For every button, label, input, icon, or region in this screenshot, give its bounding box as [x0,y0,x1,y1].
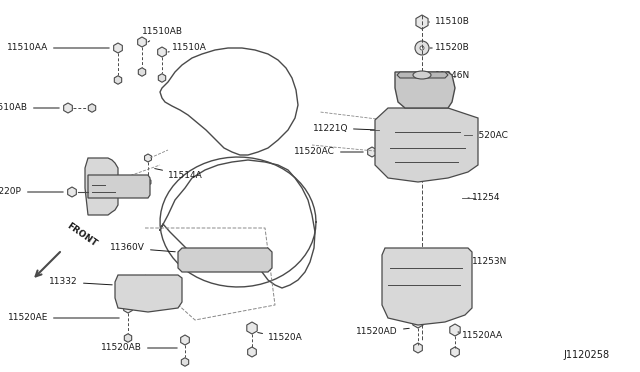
Polygon shape [382,248,472,325]
Polygon shape [86,188,93,196]
Polygon shape [413,343,422,353]
Text: 11520AE: 11520AE [8,314,119,323]
Text: FRONT: FRONT [65,221,99,248]
Polygon shape [181,358,189,366]
Text: 11220P: 11220P [0,187,63,196]
Polygon shape [138,37,147,47]
Text: 11332: 11332 [49,278,112,286]
Polygon shape [247,322,257,334]
Polygon shape [451,347,460,357]
Polygon shape [395,72,455,108]
Text: 11510AB: 11510AB [142,28,183,42]
Polygon shape [450,324,460,336]
Text: 11221Q: 11221Q [312,124,376,132]
Polygon shape [413,316,423,328]
Text: 11510AB: 11510AB [0,103,60,112]
Text: 11514A: 11514A [155,169,203,180]
Polygon shape [157,47,166,57]
Polygon shape [158,74,166,82]
Polygon shape [178,248,272,272]
Polygon shape [367,147,376,157]
Ellipse shape [413,71,431,79]
Polygon shape [145,154,152,162]
Polygon shape [85,158,118,215]
Text: 11360V: 11360V [110,244,175,253]
Polygon shape [115,76,122,84]
Polygon shape [114,43,122,53]
Circle shape [415,41,429,55]
Polygon shape [138,68,146,76]
Polygon shape [88,175,150,198]
Text: 11520AB: 11520AB [101,343,177,353]
Text: 11520A: 11520A [258,333,303,343]
Text: J1120258: J1120258 [564,350,610,360]
Text: 11510AA: 11510AA [7,44,109,52]
Text: 11510A: 11510A [168,44,207,52]
Text: 11520AD: 11520AD [356,327,409,337]
Polygon shape [88,104,96,112]
Text: 11520AA: 11520AA [458,330,503,340]
Polygon shape [124,334,132,342]
Polygon shape [145,179,151,185]
Polygon shape [380,124,390,136]
Polygon shape [248,347,257,357]
Text: 11510B: 11510B [429,17,470,26]
Polygon shape [453,129,463,141]
Text: 11254: 11254 [468,193,500,202]
Text: 11246N: 11246N [431,71,470,80]
Polygon shape [375,108,478,182]
Text: 11520AC: 11520AC [464,131,509,140]
Polygon shape [124,303,132,313]
Circle shape [420,46,424,50]
Polygon shape [180,335,189,345]
Polygon shape [115,275,182,312]
Polygon shape [416,15,428,29]
Polygon shape [397,72,448,78]
Text: 11520B: 11520B [430,44,470,52]
Polygon shape [160,48,298,155]
Text: 11520AC: 11520AC [294,148,364,157]
Polygon shape [68,187,76,197]
Polygon shape [63,103,72,113]
Text: 11253N: 11253N [468,257,508,266]
